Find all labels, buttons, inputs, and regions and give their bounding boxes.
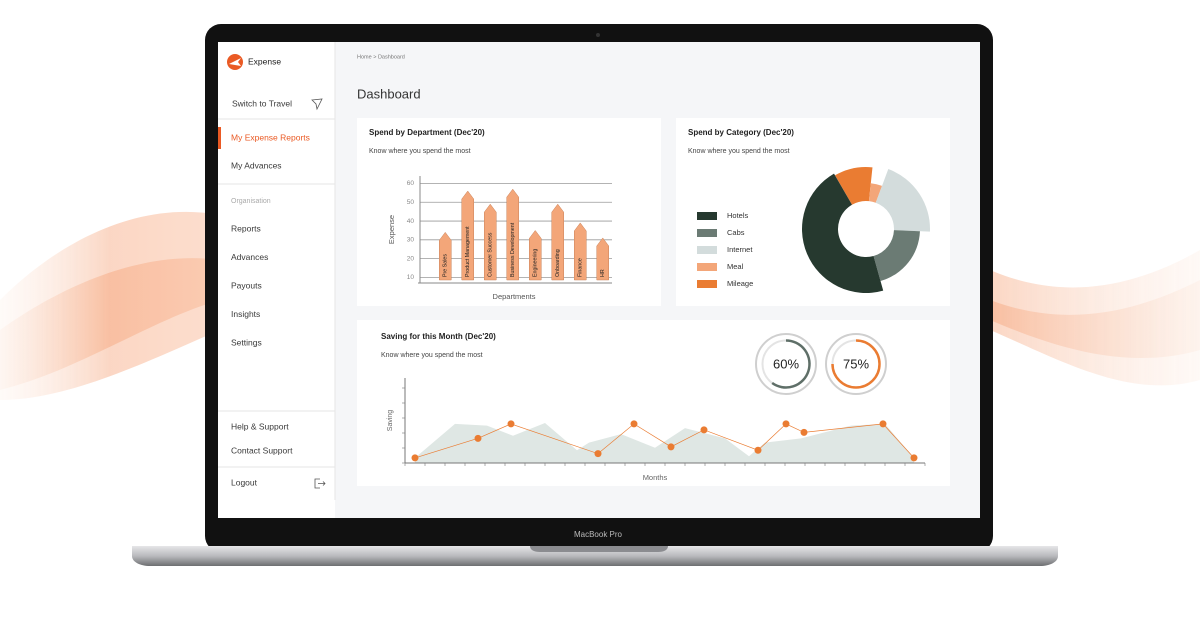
gauge-arc xyxy=(771,339,811,389)
breadcrumb: Home > Dashboard xyxy=(357,54,405,60)
y-tick-label: 50 xyxy=(407,199,415,206)
point xyxy=(754,446,762,454)
y-axis-label: Saving xyxy=(387,410,394,432)
page-title: Dashboard xyxy=(357,86,421,101)
y-tick-label: 10 xyxy=(407,274,415,281)
legend-swatch xyxy=(697,246,717,254)
bar xyxy=(484,203,497,281)
gauge-arc xyxy=(831,339,881,389)
bar xyxy=(574,222,587,281)
y-tick-label: 20 xyxy=(407,255,415,262)
bar xyxy=(506,188,519,281)
gauge-ring xyxy=(755,333,817,395)
point xyxy=(800,428,808,436)
bar xyxy=(596,237,609,281)
pie-slice xyxy=(873,230,920,282)
legend-swatch xyxy=(697,280,717,288)
x-tick-label: Finance xyxy=(578,258,584,277)
point xyxy=(594,450,602,458)
pie-slice xyxy=(835,167,873,205)
x-tick-label: Customer Success xyxy=(488,232,494,277)
send-icon[interactable] xyxy=(311,98,323,111)
point xyxy=(910,454,918,462)
y-tick-label: 60 xyxy=(407,180,415,187)
laptop-base xyxy=(132,546,1058,566)
legend-swatch xyxy=(697,212,717,220)
background-waves xyxy=(0,211,1200,400)
chart-title: Spend by Category (Dec'20) xyxy=(688,128,794,137)
legend-swatch xyxy=(697,229,717,237)
nav-item[interactable]: Advances xyxy=(231,252,268,262)
bar xyxy=(439,231,452,281)
legend-label: Internet xyxy=(727,245,753,254)
nav-item[interactable]: Contact Support xyxy=(231,445,293,455)
point xyxy=(411,454,419,462)
legend-label: Cabs xyxy=(727,228,745,237)
legend-label: Mileage xyxy=(727,279,753,288)
y-tick-label: 40 xyxy=(407,218,415,225)
brand: Expense xyxy=(248,56,281,66)
switch-link[interactable]: Switch to Travel xyxy=(232,98,292,108)
legend-swatch xyxy=(697,263,717,271)
pie-slice xyxy=(868,183,883,203)
point xyxy=(507,420,515,428)
x-tick-label: HR xyxy=(600,269,606,277)
x-tick-label: Onboarding xyxy=(555,249,561,277)
laptop-label: MacBook Pro xyxy=(574,530,623,539)
legend-label: Meal xyxy=(727,262,744,271)
x-tick-label: Pre Sales xyxy=(443,254,449,277)
chart-subtitle: Know where you spend the most xyxy=(381,352,483,359)
x-tick-label: Engineering xyxy=(533,249,539,277)
x-axis-label: Months xyxy=(643,473,668,482)
x-tick-label: Product Management xyxy=(465,226,471,277)
nav-item[interactable]: Reports xyxy=(231,223,261,233)
y-tick-label: 30 xyxy=(407,237,415,244)
gauge-label: 75% xyxy=(843,356,869,371)
line xyxy=(414,423,915,459)
logout-icon[interactable] xyxy=(314,478,326,489)
chart-title: Saving for this Month (Dec'20) xyxy=(381,332,496,341)
chart-subtitle: Know where you spend the most xyxy=(688,148,790,155)
gauge-ring xyxy=(825,333,887,395)
nav-item[interactable]: Help & Support xyxy=(231,421,289,431)
sidebar xyxy=(218,42,335,518)
pie-slice xyxy=(875,169,930,232)
legend-label: Hotels xyxy=(727,211,749,220)
point xyxy=(474,434,482,442)
section-label: Organisation xyxy=(231,198,271,205)
y-axis-label: Expense xyxy=(387,215,396,244)
laptop-notch xyxy=(530,546,668,552)
nav-item[interactable]: Payouts xyxy=(231,280,262,290)
point xyxy=(667,443,675,451)
logo-plane xyxy=(229,58,241,66)
point xyxy=(630,420,638,428)
point xyxy=(700,426,708,434)
nav-item[interactable]: My Expense Reports xyxy=(231,132,310,142)
x-axis-label: Departments xyxy=(493,292,536,301)
bar xyxy=(461,190,474,281)
nav-item[interactable]: Settings xyxy=(231,337,262,347)
x-tick-label: Business Development xyxy=(510,222,516,277)
active-indicator xyxy=(218,127,221,149)
camera xyxy=(596,33,600,37)
bar xyxy=(551,203,564,281)
point xyxy=(782,420,790,428)
logout-link[interactable]: Logout xyxy=(231,477,258,487)
pie-slice xyxy=(802,173,884,293)
nav-item[interactable]: Insights xyxy=(231,309,260,319)
point xyxy=(879,420,887,428)
gauge-label: 60% xyxy=(773,356,799,371)
nav-item[interactable]: My Advances xyxy=(231,160,282,170)
chart-title: Spend by Department (Dec'20) xyxy=(369,128,485,137)
chart-subtitle: Know where you spend the most xyxy=(369,148,471,155)
bar xyxy=(529,230,542,281)
